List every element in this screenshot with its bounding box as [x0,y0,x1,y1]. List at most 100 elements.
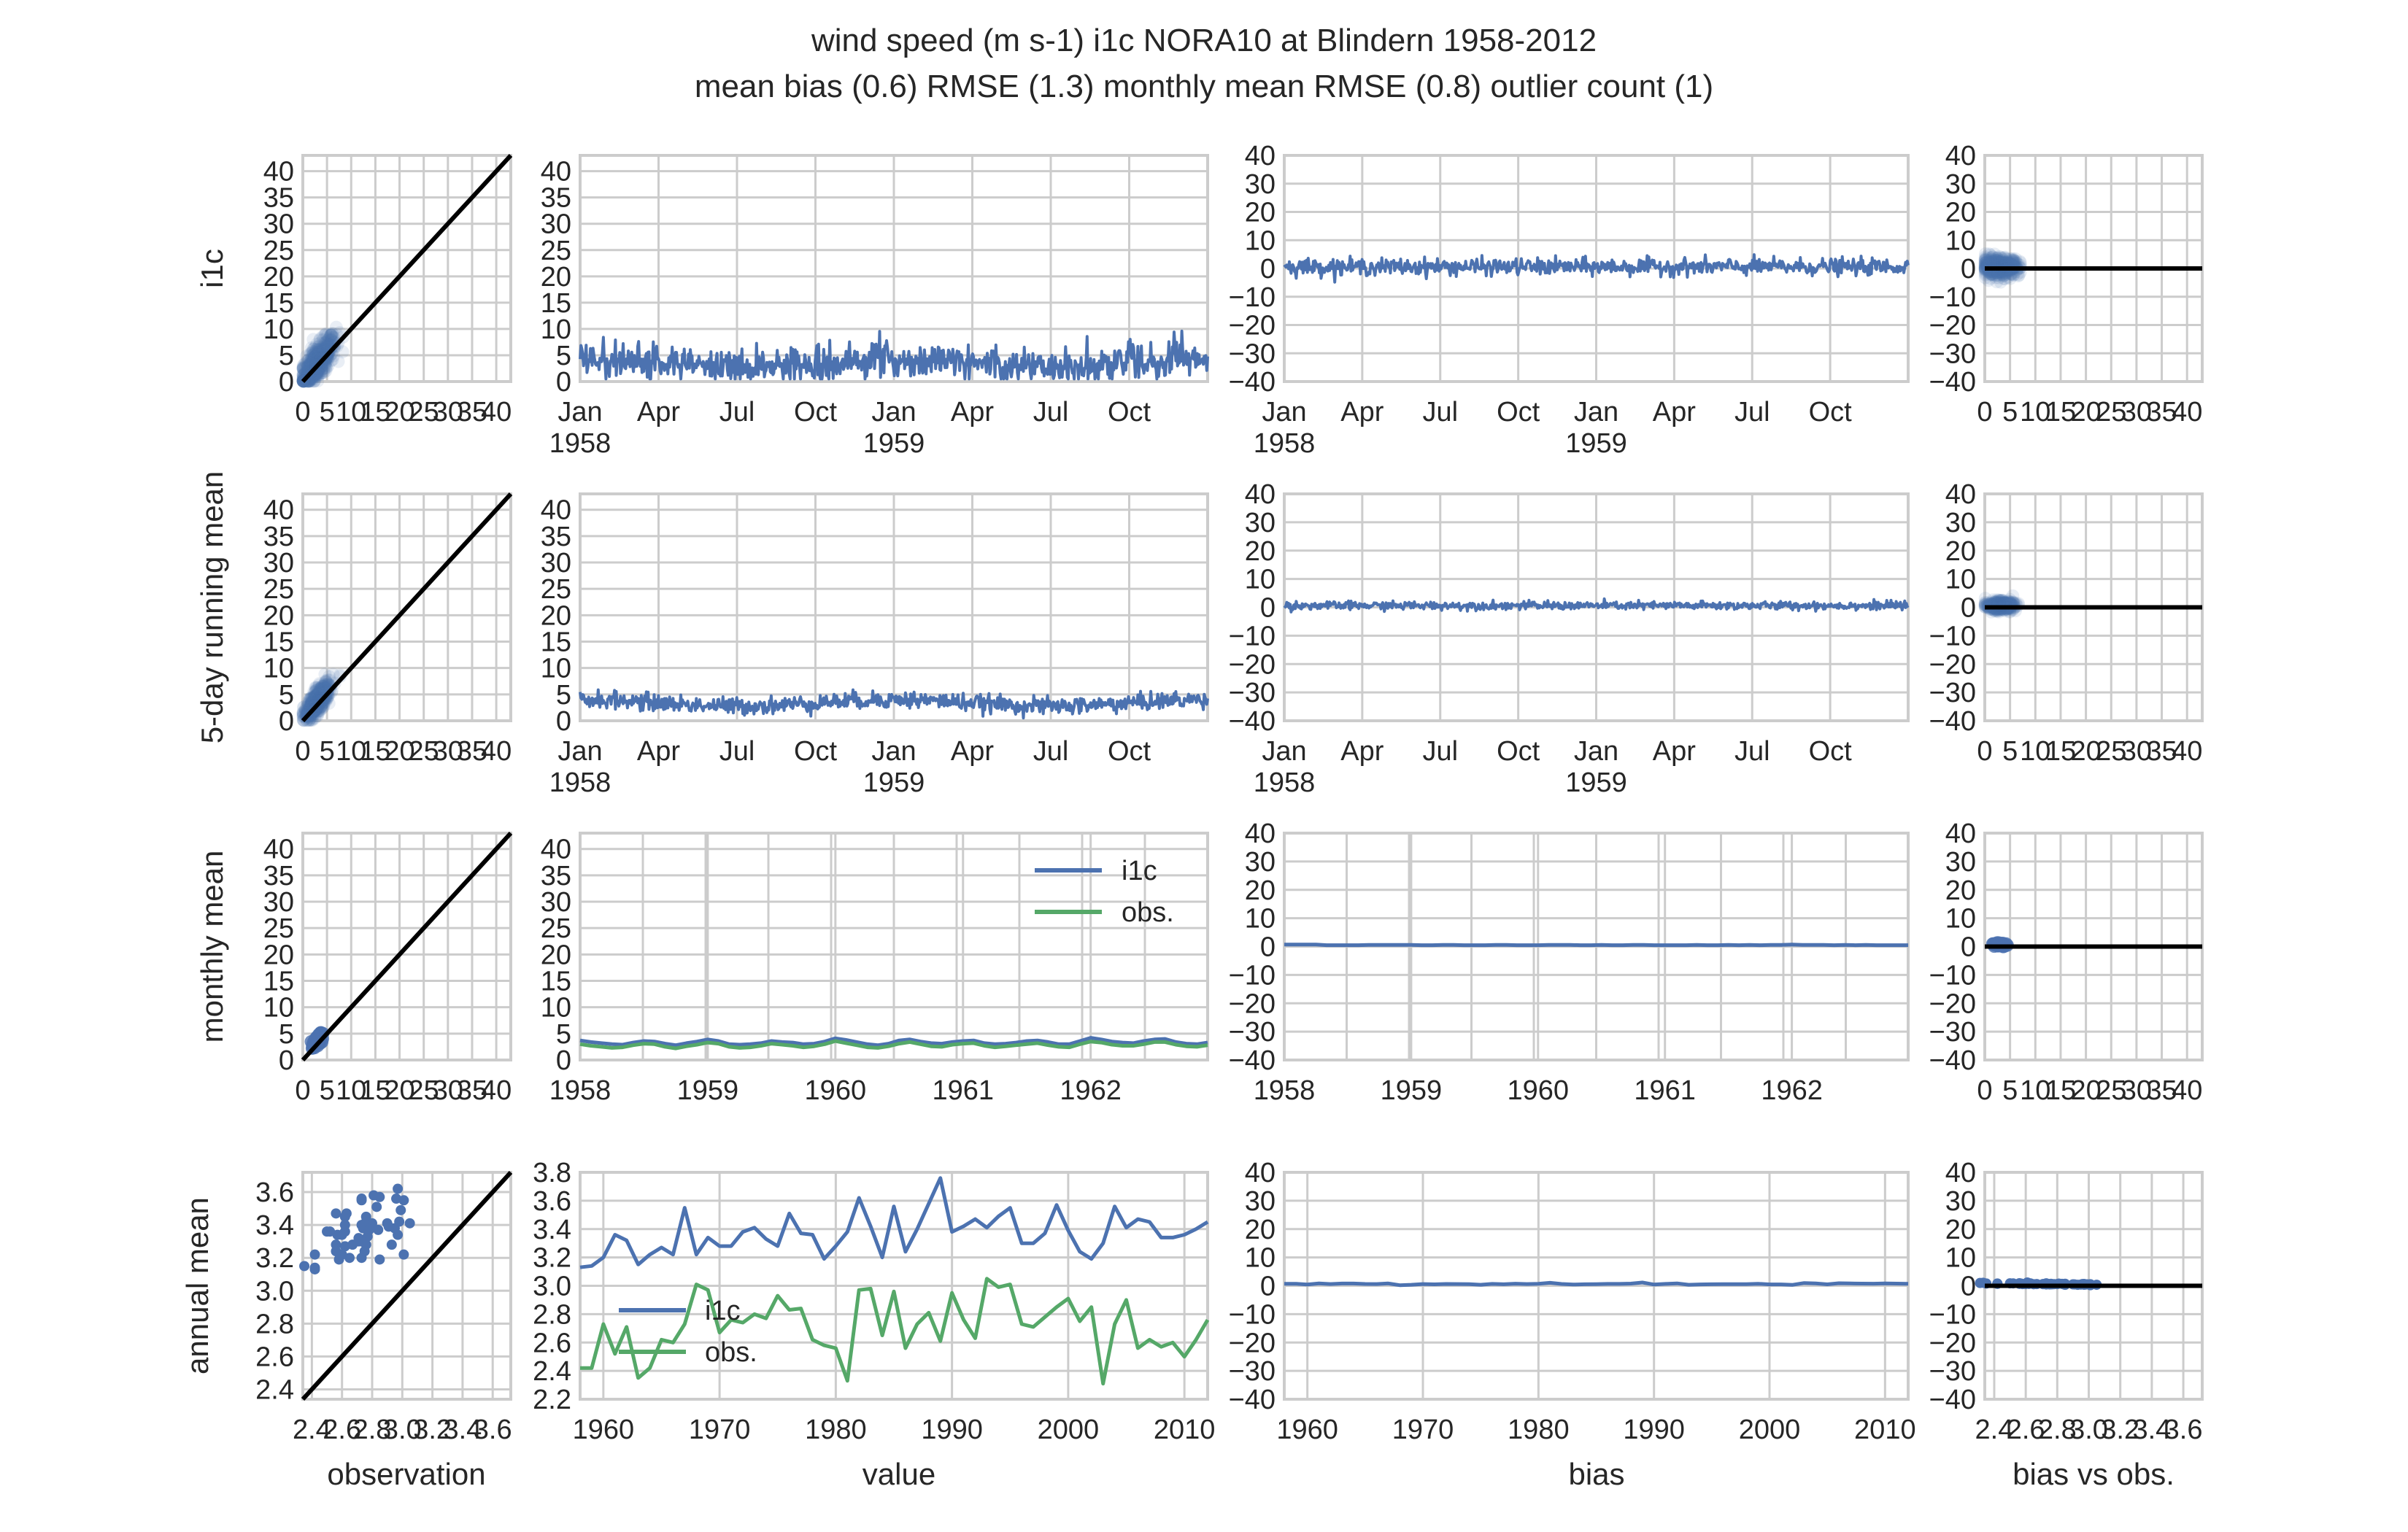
y-tick-label: 10 [263,654,294,684]
data-point [316,333,330,347]
data-point [296,359,310,373]
data-point [1995,252,2009,266]
data-point [2003,252,2017,266]
data-point [1982,247,1996,261]
row-label: annual mean [180,1197,215,1374]
y-tick-label: 20 [541,600,571,631]
data-point [356,1194,367,1204]
x-tick-label: 1970 [1392,1415,1454,1445]
data-point [313,333,327,347]
data-point [296,360,310,374]
x-tick-label: 25 [2096,397,2126,428]
data-point [1984,251,1998,265]
data-point [2005,254,2019,268]
row-label: 5-day running mean [195,471,229,744]
data-point [1980,255,1994,269]
x-tick-label: Oct [1108,736,1151,767]
data-point [1982,255,1996,269]
y-tick-label: 40 [1245,141,1276,171]
y-tick-label: −10 [1229,960,1276,991]
data-point [308,350,322,364]
data-point [304,346,318,360]
x-tick-label: Jul [719,397,755,428]
data-point [313,343,327,357]
title-line-2: mean bias (0.6) RMSE (1.3) monthly mean … [695,69,1713,104]
data-point [306,349,320,363]
data-point [1978,254,1992,268]
data-point [1990,254,2004,268]
data-point [311,343,325,357]
x-tick-label: 2000 [1038,1415,1100,1445]
y-tick-label: −40 [1229,367,1276,398]
y-tick-label: 15 [541,288,571,319]
data-point [309,342,323,356]
y-tick-label: 3.0 [533,1272,571,1302]
data-point [1992,255,2006,269]
data-point [2013,255,2026,268]
data-point [308,711,322,725]
data-point [315,366,329,380]
y-tick-label: 0 [279,1045,294,1076]
data-point [374,1191,385,1202]
data-point [1991,255,2005,268]
data-point [1996,255,2010,269]
data-point [307,342,321,356]
x-tick-label: 5 [320,1075,335,1106]
y-tick-label: 20 [1245,198,1276,228]
data-point [1993,255,2007,268]
x-tick-label: 1958 [549,767,611,798]
y-tick-label: −40 [1229,1385,1276,1415]
data-point [325,328,339,342]
y-tick-label: −30 [1929,1017,1976,1048]
column-label: bias [1568,1457,1624,1491]
data-point [1978,268,1992,282]
data-point [299,1261,310,1272]
data-point [371,1202,382,1212]
y-tick-label: 10 [1245,225,1276,256]
data-point [2003,271,2017,285]
y-tick-label: 25 [263,236,294,266]
bias-line [1284,1280,1909,1288]
y-tick-label: 20 [1945,198,1976,228]
x-tick-label: 10 [336,397,366,428]
data-point [325,328,339,341]
y-tick-label: 25 [541,574,571,605]
y-tick-label: 10 [263,993,294,1024]
data-point [316,341,330,355]
x-tick-label: Jul [1734,736,1770,767]
data-point [1989,271,2003,285]
y-tick-label: −30 [1229,678,1276,708]
data-point [1991,256,2004,270]
data-point [1990,256,2004,270]
data-point [1980,253,1994,267]
y-tick-label: 35 [263,861,294,891]
data-point [306,342,320,356]
data-point [2010,267,2024,281]
y-tick-label: 3.6 [533,1186,571,1217]
data-point [304,341,318,355]
y-tick-label: 0 [1260,593,1276,624]
y-tick-label: 40 [1245,1158,1276,1188]
data-point [1988,254,2002,268]
y-tick-label: 40 [1245,819,1276,849]
data-point [359,1246,370,1257]
data-point [1989,253,2003,267]
y-tick-label: 40 [263,495,294,526]
data-point [306,352,320,365]
data-point [1997,271,2011,285]
x-tick-label: Apr [951,736,994,767]
y-tick-label: 30 [1945,847,1976,878]
y-tick-label: −20 [1929,311,1976,341]
data-point [1989,252,2003,266]
data-point [1994,254,2008,268]
y-tick-label: −30 [1929,338,1976,369]
x-tick-label: Jul [1422,397,1458,428]
data-point [2006,268,2020,282]
data-point [322,1226,333,1237]
data-point [310,337,324,351]
y-tick-label: 2.4 [533,1356,571,1387]
row-label: monthly mean [195,851,229,1043]
